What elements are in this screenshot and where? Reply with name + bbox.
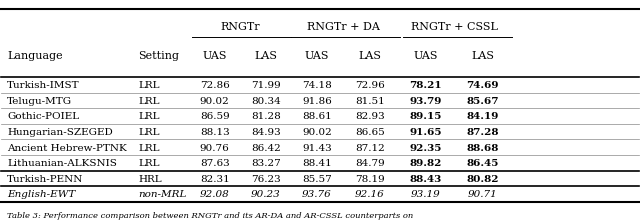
Text: 84.93: 84.93: [251, 128, 280, 137]
Text: 90.02: 90.02: [200, 97, 230, 106]
Text: 89.82: 89.82: [409, 159, 442, 168]
Text: LAS: LAS: [254, 51, 277, 61]
Text: 76.23: 76.23: [251, 175, 280, 184]
Text: 93.19: 93.19: [410, 191, 440, 200]
Text: Language: Language: [7, 51, 63, 61]
Text: LRL: LRL: [138, 144, 159, 152]
Text: 74.69: 74.69: [467, 81, 499, 90]
Text: Turkish-PENN: Turkish-PENN: [7, 175, 83, 184]
Text: UAS: UAS: [413, 51, 438, 61]
Text: 81.28: 81.28: [251, 112, 280, 121]
Text: 72.86: 72.86: [200, 81, 230, 90]
Text: 86.45: 86.45: [467, 159, 499, 168]
Text: RNGTr + DA: RNGTr + DA: [307, 22, 380, 33]
Text: 74.18: 74.18: [302, 81, 332, 90]
Text: 91.65: 91.65: [409, 128, 442, 137]
Text: LAS: LAS: [471, 51, 494, 61]
Text: Gothic-POIEL: Gothic-POIEL: [7, 112, 79, 121]
Text: 91.43: 91.43: [302, 144, 332, 152]
Text: UAS: UAS: [305, 51, 329, 61]
Text: 85.57: 85.57: [302, 175, 332, 184]
Text: LRL: LRL: [138, 97, 159, 106]
Text: 88.61: 88.61: [302, 112, 332, 121]
Text: Table 3: Performance comparison between RNGTr and its AR-DA and AR-CSSL counterp: Table 3: Performance comparison between …: [7, 212, 413, 220]
Text: 86.42: 86.42: [251, 144, 280, 152]
Text: LRL: LRL: [138, 81, 159, 90]
Text: 92.35: 92.35: [409, 144, 442, 152]
Text: RNGTr: RNGTr: [220, 22, 260, 33]
Text: UAS: UAS: [202, 51, 227, 61]
Text: LRL: LRL: [138, 112, 159, 121]
Text: 92.08: 92.08: [200, 191, 230, 200]
Text: 90.23: 90.23: [251, 191, 280, 200]
Text: 72.96: 72.96: [355, 81, 385, 90]
Text: 84.79: 84.79: [355, 159, 385, 168]
Text: 80.82: 80.82: [467, 175, 499, 184]
Text: 88.13: 88.13: [200, 128, 230, 137]
Text: 78.21: 78.21: [409, 81, 442, 90]
Text: 87.12: 87.12: [355, 144, 385, 152]
Text: 88.68: 88.68: [467, 144, 499, 152]
Text: Lithuanian-ALKSNIS: Lithuanian-ALKSNIS: [7, 159, 117, 168]
Text: 90.02: 90.02: [302, 128, 332, 137]
Text: non-MRL: non-MRL: [138, 191, 186, 200]
Text: 81.51: 81.51: [355, 97, 385, 106]
Text: HRL: HRL: [138, 175, 162, 184]
Text: Ancient Hebrew-PTNK: Ancient Hebrew-PTNK: [7, 144, 127, 152]
Text: 83.27: 83.27: [251, 159, 280, 168]
Text: 78.19: 78.19: [355, 175, 385, 184]
Text: 89.15: 89.15: [409, 112, 442, 121]
Text: LRL: LRL: [138, 159, 159, 168]
Text: English-EWT: English-EWT: [7, 191, 76, 200]
Text: 86.65: 86.65: [355, 128, 385, 137]
Text: 92.16: 92.16: [355, 191, 385, 200]
Text: 91.86: 91.86: [302, 97, 332, 106]
Text: 93.79: 93.79: [409, 97, 442, 106]
Text: 93.76: 93.76: [302, 191, 332, 200]
Text: RNGTr + CSSL: RNGTr + CSSL: [411, 22, 497, 33]
Text: 86.59: 86.59: [200, 112, 230, 121]
Text: 71.99: 71.99: [251, 81, 280, 90]
Text: 90.76: 90.76: [200, 144, 230, 152]
Text: 82.31: 82.31: [200, 175, 230, 184]
Text: Hungarian-SZEGED: Hungarian-SZEGED: [7, 128, 113, 137]
Text: 88.41: 88.41: [302, 159, 332, 168]
Text: 88.43: 88.43: [409, 175, 442, 184]
Text: Turkish-IMST: Turkish-IMST: [7, 81, 80, 90]
Text: 87.63: 87.63: [200, 159, 230, 168]
Text: LRL: LRL: [138, 128, 159, 137]
Text: Telugu-MTG: Telugu-MTG: [7, 97, 72, 106]
Text: 80.34: 80.34: [251, 97, 280, 106]
Text: 90.71: 90.71: [468, 191, 498, 200]
Text: 82.93: 82.93: [355, 112, 385, 121]
Text: 85.67: 85.67: [467, 97, 499, 106]
Text: Setting: Setting: [138, 51, 179, 61]
Text: LAS: LAS: [358, 51, 381, 61]
Text: 87.28: 87.28: [467, 128, 499, 137]
Text: 84.19: 84.19: [467, 112, 499, 121]
